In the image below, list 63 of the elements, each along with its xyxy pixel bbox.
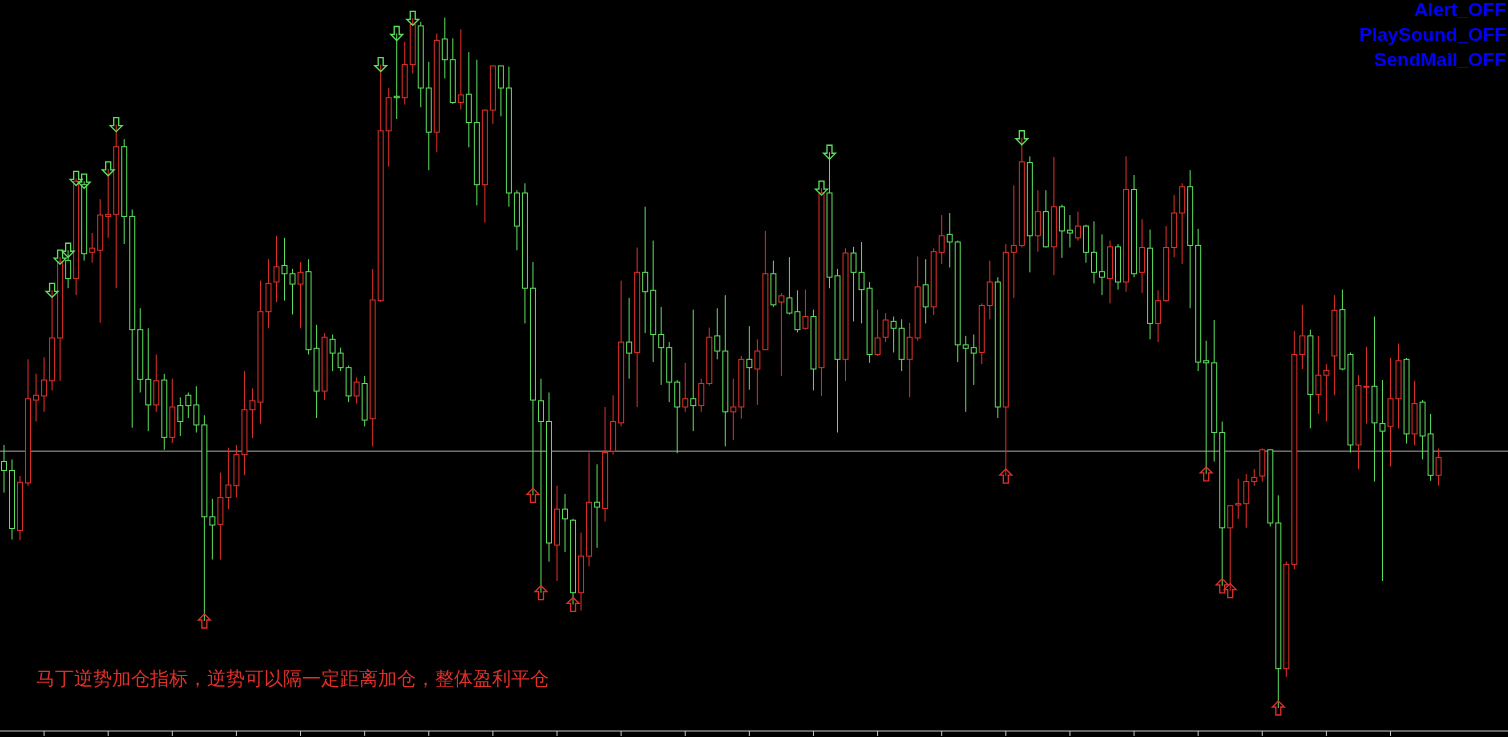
candlestick — [537, 378, 544, 594]
candlestick — [1235, 478, 1242, 520]
point — [814, 180, 829, 196]
point — [390, 25, 404, 42]
point — [1215, 578, 1229, 594]
candlestick — [658, 306, 665, 386]
candlestick — [962, 335, 969, 413]
candlestick — [33, 373, 40, 422]
point — [822, 144, 837, 160]
candlestick — [594, 463, 601, 549]
candlestick — [1, 444, 7, 494]
point — [374, 56, 388, 73]
candlestick — [642, 206, 649, 334]
candlestick — [441, 17, 448, 79]
annotation: SendMail_OFF — [1374, 49, 1506, 70]
candlestick — [41, 356, 48, 413]
point — [1015, 130, 1029, 146]
candlestick — [1203, 340, 1210, 475]
point — [77, 173, 91, 189]
point — [566, 596, 580, 613]
candlestick — [497, 65, 504, 117]
candlestick — [682, 362, 689, 413]
annotation: 马丁逆势加仓指标，逆势可以隔一定距离加仓，整体盈利平仓 — [36, 667, 549, 689]
candlestick — [986, 260, 993, 320]
candlestick — [922, 258, 929, 324]
candlestick — [626, 297, 633, 380]
candlestick — [698, 378, 705, 413]
candlestick — [185, 391, 192, 419]
point — [197, 613, 212, 629]
candlestick — [177, 396, 184, 437]
point — [53, 249, 67, 265]
candlestick — [562, 493, 569, 553]
candlestick — [1010, 184, 1017, 299]
annotation: Alert_OFF — [1414, 0, 1506, 20]
point — [109, 116, 123, 133]
candlestick — [1090, 220, 1097, 284]
point — [61, 242, 75, 258]
candlestick — [89, 232, 96, 264]
point — [534, 585, 548, 601]
point — [999, 468, 1013, 484]
point — [406, 10, 420, 26]
candlestick — [193, 385, 200, 434]
candlestick — [1243, 473, 1250, 529]
point — [69, 170, 83, 187]
candlestick — [730, 378, 737, 441]
point — [1223, 582, 1237, 599]
point — [101, 161, 115, 177]
candlestick — [690, 309, 697, 432]
candlestick — [938, 214, 945, 265]
point — [45, 282, 59, 298]
candlestick — [1098, 233, 1105, 296]
candlestick — [1074, 211, 1081, 242]
candlestick — [970, 333, 977, 386]
candlestick — [1066, 214, 1073, 248]
candlestick — [457, 28, 464, 110]
candlestick — [714, 307, 721, 360]
candlestick — [105, 168, 112, 239]
point — [1271, 700, 1285, 716]
annotation: PlaySound_OFF — [1359, 24, 1506, 45]
candlestick — [1155, 289, 1162, 343]
candlestick — [946, 212, 953, 269]
point — [526, 487, 540, 504]
point — [1199, 466, 1213, 482]
